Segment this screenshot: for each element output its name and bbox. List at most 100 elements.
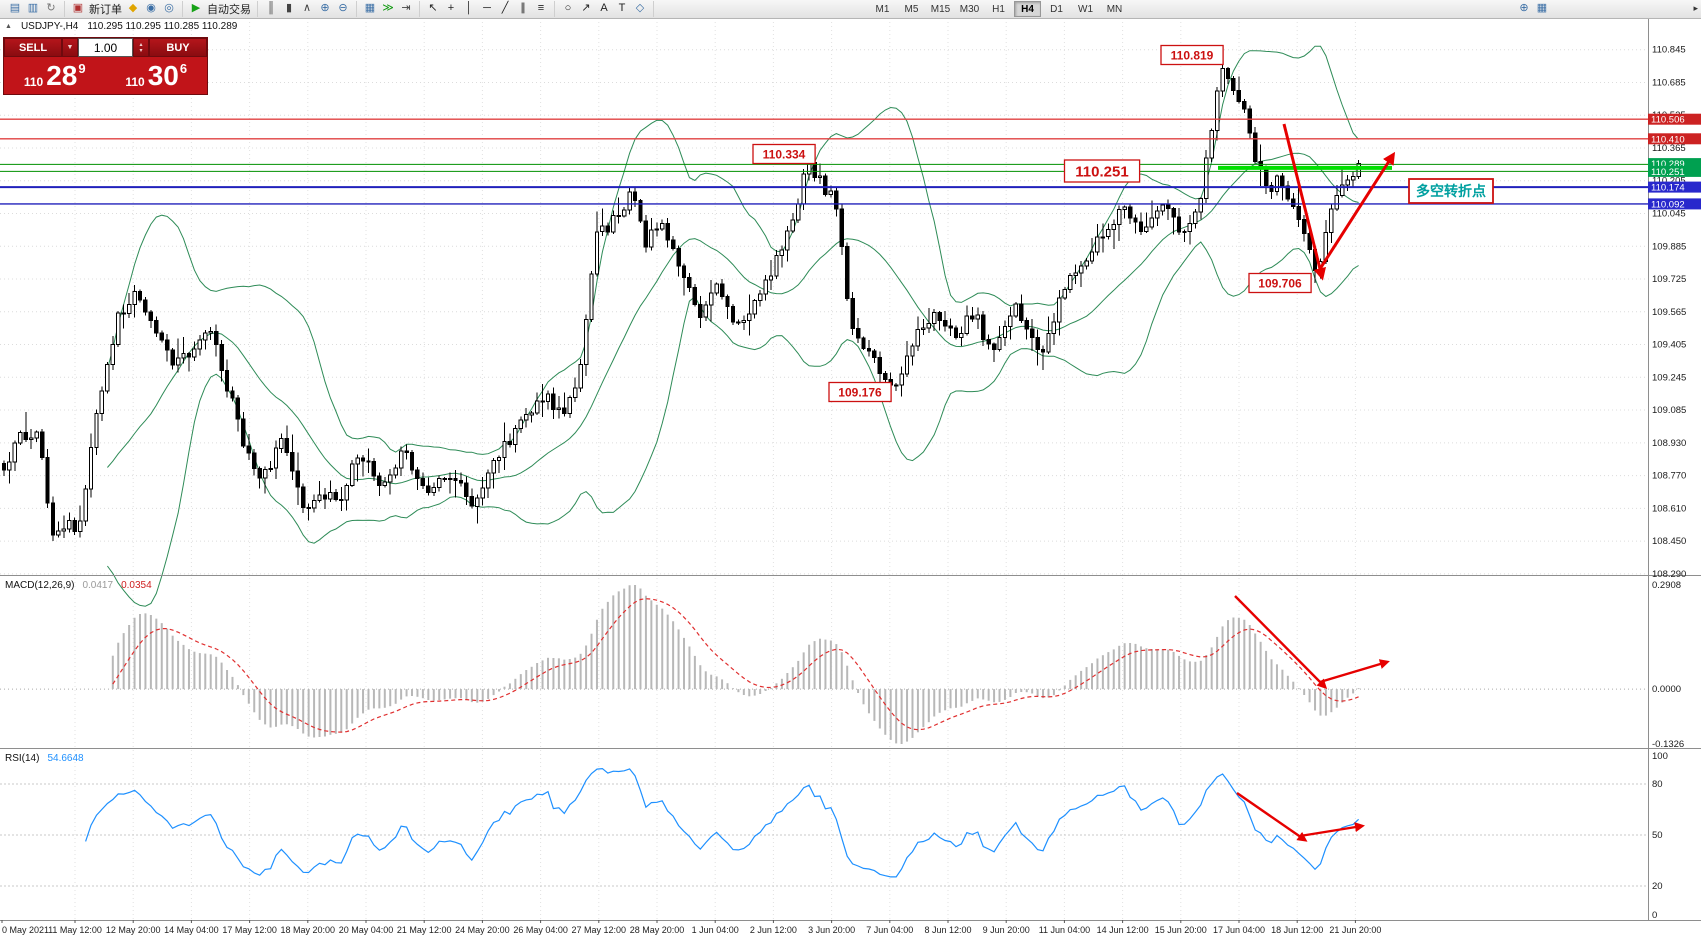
autotrading-label[interactable]: 自动交易 [207,3,251,16]
toolbar-group-layout: ▦ ≫ ⇥ [357,0,420,17]
trendline-icon[interactable]: ╱ [501,2,509,14]
macd-name: MACD(12,26,9) [5,580,75,591]
svg-text:17 May 12:00: 17 May 12:00 [222,925,277,935]
grid [0,18,1648,920]
svg-text:110.174: 110.174 [1651,183,1685,194]
svg-text:108.770: 108.770 [1652,471,1686,482]
zoom-out-icon[interactable]: ⊖ [338,2,348,14]
buy-price-pips: 30 [147,60,179,91]
tile-windows-icon[interactable]: ▦ [364,2,376,14]
svg-text:-0.1326: -0.1326 [1652,739,1684,750]
timeframe-button-h1[interactable]: H1 [992,3,1005,15]
magnifier-icon[interactable]: ⊕ [1519,2,1529,14]
svg-text:109.085: 109.085 [1652,405,1686,416]
channel-icon[interactable]: ∥ [520,2,526,14]
svg-text:110.205: 110.205 [1652,176,1686,187]
timeframe-button-m1[interactable]: M1 [875,3,890,15]
auto-scroll-icon[interactable]: ≫ [382,2,394,14]
svg-text:24 May 20:00: 24 May 20:00 [455,925,510,935]
svg-text:109.725: 109.725 [1652,274,1686,285]
alert-icon[interactable]: ◆ [128,2,138,14]
autotrading-icon[interactable]: ▶ [191,2,201,14]
timeframe-button-m5[interactable]: M5 [904,3,919,15]
toolbar-group-draw-tools: ↖ + │ ─ ╱ ∥ ≡ [420,0,555,17]
svg-text:109.405: 109.405 [1652,340,1686,351]
svg-text:110.685: 110.685 [1652,78,1686,89]
svg-text:11 Jun 04:00: 11 Jun 04:00 [1039,925,1090,935]
svg-text:20: 20 [1652,881,1663,892]
new-chart-icon[interactable]: ▤ [9,2,21,14]
bollinger-bands [106,45,1359,607]
volume-stepper-icon[interactable]: ▴ ▾ [133,38,149,57]
market-watch-icon[interactable]: ◉ [146,2,156,14]
horizontal-line-icon[interactable]: ─ [483,2,491,14]
toolbar-overflow-icon[interactable]: ▸ [1693,3,1698,13]
toolbar-group-autotrade: ▶ 自动交易 [183,0,258,17]
svg-text:110.045: 110.045 [1652,209,1686,220]
svg-text:0.0000: 0.0000 [1652,684,1681,695]
vertical-line-icon[interactable]: │ [465,2,473,14]
fibonacci-icon[interactable]: ≡ [537,2,545,14]
buy-price-pipette: 6 [179,61,188,76]
svg-text:多空转折点: 多空转折点 [1416,183,1486,199]
label-icon[interactable]: T [618,2,626,14]
zoom-in-icon[interactable]: ⊕ [320,2,330,14]
timeframe-button-d1[interactable]: D1 [1050,3,1063,15]
new-order-icon[interactable]: ▣ [72,2,84,14]
text-icon[interactable]: A [600,2,608,14]
arrow-tool-icon[interactable]: ↗ [581,2,591,14]
macd-signal-value: 0.0354 [121,580,152,591]
refresh-icon[interactable]: ↻ [46,2,56,14]
chart-shift-icon[interactable]: ⇥ [401,2,411,14]
svg-text:2 Jun 12:00: 2 Jun 12:00 [750,925,797,935]
svg-text:7 Jun 04:00: 7 Jun 04:00 [866,925,913,935]
pane-separators [0,18,1701,921]
bar-chart-icon[interactable]: ║ [267,2,275,14]
chart-window-icon[interactable]: ▦ [1536,2,1548,14]
volume-input[interactable] [78,38,133,57]
svg-text:21 Jun 20:00: 21 Jun 20:00 [1329,925,1381,935]
sell-price-figure: 110 [23,75,44,89]
new-order-label[interactable]: 新订单 [89,3,122,16]
timeframe-button-m15[interactable]: M15 [930,3,951,15]
svg-text:0 May 2021: 0 May 2021 [2,925,49,935]
timeframe-button-h4[interactable]: H4 [1014,1,1041,17]
line-chart-icon[interactable]: ∧ [302,2,312,14]
svg-text:9 Jun 20:00: 9 Jun 20:00 [983,925,1030,935]
candlestick-icon[interactable]: ▮ [285,2,293,14]
svg-text:109.176: 109.176 [838,385,882,399]
svg-text:110.092: 110.092 [1651,199,1685,210]
timeframe-button-w1[interactable]: W1 [1078,3,1093,15]
buy-price[interactable]: 110 30 6 [106,57,208,94]
data-window-icon[interactable]: ◎ [164,2,174,14]
cycle-lines-icon[interactable]: ◇ [635,2,645,14]
toolbar: ▤ ▥ ↻ ▣ 新订单 ◆ ◉ ◎ ▶ 自动交易 ║ ▮ ∧ ⊕ ⊖ ▦ ≫ ⇥ ↖ + │ ─ ╱ ∥ ≡ ○ ↗ A T ◇ M1 M5… [0,0,1701,19]
buy-button[interactable]: BUY [149,38,207,57]
sell-button[interactable]: SELL [4,38,62,57]
cursor-icon[interactable]: ↖ [428,2,438,14]
svg-text:20 May 04:00: 20 May 04:00 [339,925,394,935]
svg-text:108.290: 108.290 [1652,569,1686,580]
symbol-header: ▲ USDJPY-,H4 110.295 110.295 110.285 110… [5,21,237,32]
toolbar-group-chart-type: ║ ▮ ∧ ⊕ ⊖ [258,0,357,17]
price-axis[interactable]: 110.845110.685110.525110.365110.205110.0… [1652,45,1686,921]
sell-price[interactable]: 110 28 9 [4,57,106,94]
trade-panel-controls: SELL ▼ ▴▾ BUY [4,38,207,57]
svg-text:21 May 12:00: 21 May 12:00 [397,925,452,935]
rsi-value: 54.6648 [47,753,84,764]
timeframe-button-m30[interactable]: M30 [959,3,980,15]
symbol-marker-icon: ▲ [5,23,12,30]
annotations[interactable]: 110.819 110.334 110.251 109.706 109.176 多空转折点 [752,44,1494,842]
profiles-icon[interactable]: ▥ [27,2,39,14]
shapes-icon[interactable]: ○ [564,2,572,14]
toolbar-group-charts: ▤ ▥ ↻ [2,0,65,17]
timeframe-button-mn[interactable]: MN [1106,3,1123,15]
crosshair-icon[interactable]: + [447,2,455,14]
svg-text:110.365: 110.365 [1652,143,1686,154]
time-axis[interactable]: 0 May 2021 11 May 12:00 12 May 20:00 14 May… [1,920,1381,935]
toolbar-groups: ▤ ▥ ↻ ▣ 新订单 ◆ ◉ ◎ ▶ 自动交易 ║ ▮ ∧ ⊕ ⊖ ▦ ≫ ⇥ ↖ + │ ─ ╱ ∥ ≡ ○ ↗ A T ◇ [2,0,654,17]
svg-text:80: 80 [1652,779,1663,790]
svg-text:11 May 12:00: 11 May 12:00 [48,925,102,935]
sell-dropdown-icon[interactable]: ▼ [62,38,78,57]
